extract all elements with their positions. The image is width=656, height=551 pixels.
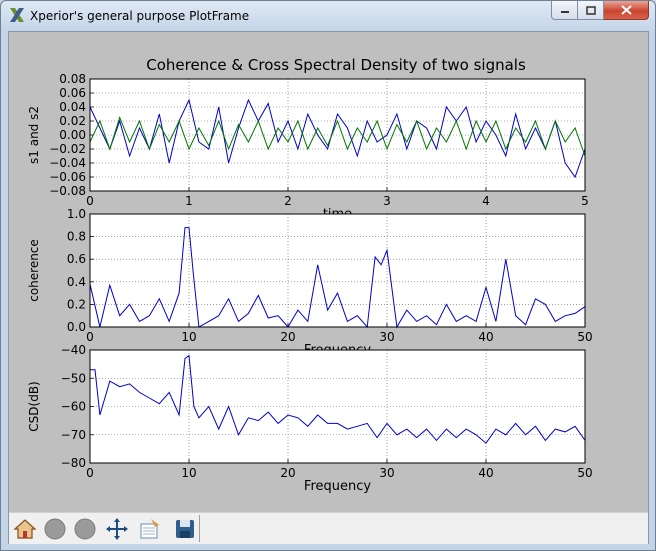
y-tick-label: −80 — [61, 456, 86, 470]
y-tick-label: 0.8 — [67, 230, 86, 244]
close-icon — [620, 5, 632, 15]
series-line-1 — [90, 354, 586, 444]
zoom-icon — [140, 519, 159, 539]
x-tick-label: 40 — [478, 466, 493, 480]
figure-title: Coherence & Cross Spectral Density of tw… — [146, 56, 526, 74]
y-tick-label: −70 — [61, 428, 86, 442]
close-button[interactable] — [604, 1, 649, 20]
title-bar[interactable]: Xperior's general purpose PlotFrame — [1, 1, 655, 31]
series-line-2 — [89, 116, 586, 157]
y-tick-label: 0.6 — [67, 252, 86, 266]
y-tick-label: 0.04 — [59, 100, 86, 114]
x-tick-label: 1 — [185, 194, 193, 208]
series-line-1 — [89, 98, 586, 179]
y-tick-label: 0.4 — [67, 275, 86, 289]
zoom-button[interactable] — [136, 516, 162, 542]
y-tick-label: −0.08 — [49, 184, 86, 198]
x-tick-label: 2 — [284, 194, 292, 208]
axes-frame-1 — [89, 78, 586, 192]
y-tick-label: −40 — [61, 343, 86, 357]
x-tick-label: 30 — [379, 330, 394, 344]
x-tick-label: 4 — [482, 194, 490, 208]
x-axis-label: Frequency — [304, 479, 371, 494]
y-tick-label: −0.06 — [49, 170, 86, 184]
back-icon — [44, 518, 66, 540]
axes-background-3[interactable] — [90, 350, 585, 463]
home-button[interactable] — [12, 516, 38, 542]
maximize-button[interactable] — [578, 1, 604, 20]
forward-icon — [74, 518, 96, 540]
navigation-toolbar — [9, 512, 648, 544]
x-tick-label: 0 — [86, 330, 94, 344]
y-tick-label: 0.06 — [59, 86, 86, 100]
x-logo-icon — [10, 8, 24, 22]
x-tick-label: 20 — [280, 466, 295, 480]
x-tick-label: 3 — [383, 194, 391, 208]
x-tick-label: 30 — [379, 466, 394, 480]
x-tick-label: 20 — [280, 330, 295, 344]
y-tick-label: −0.02 — [49, 142, 86, 156]
save-icon — [176, 520, 194, 538]
y-tick-label: 0.0 — [67, 320, 86, 334]
axes-background-2[interactable] — [90, 214, 585, 327]
minimize-button[interactable] — [551, 1, 578, 20]
x-tick-label: 50 — [577, 330, 592, 344]
y-tick-label: 0.02 — [59, 114, 86, 128]
forward-button[interactable] — [72, 516, 98, 542]
y-tick-label: −50 — [61, 371, 86, 385]
back-button[interactable] — [42, 516, 68, 542]
y-tick-label: 0.00 — [59, 128, 86, 142]
y-tick-label: −60 — [61, 400, 86, 414]
toolbar-separator — [199, 515, 200, 542]
x-tick-label: 10 — [181, 466, 196, 480]
caption-buttons — [551, 1, 649, 21]
series-line-1 — [89, 227, 586, 329]
x-tick-label: 50 — [577, 466, 592, 480]
x-tick-label: 0 — [86, 194, 94, 208]
figure-canvas[interactable]: Coherence & Cross Spectral Density of tw… — [9, 32, 648, 512]
y-axis-label: CSD(dB) — [27, 381, 41, 431]
axes-frame-2 — [89, 213, 586, 328]
y-tick-label: 1.0 — [67, 207, 86, 221]
window-title: Xperior's general purpose PlotFrame — [30, 9, 250, 23]
home-icon — [13, 519, 37, 539]
x-tick-label: 5 — [581, 194, 589, 208]
y-tick-label: 0.2 — [67, 297, 86, 311]
minimize-icon — [560, 11, 569, 13]
pan-button[interactable] — [104, 516, 130, 542]
maximize-icon — [585, 5, 596, 15]
save-button[interactable] — [172, 516, 198, 542]
y-tick-label: −0.04 — [49, 156, 86, 170]
y-axis-label: coherence — [27, 239, 41, 302]
x-tick-label: 10 — [181, 330, 196, 344]
pan-icon — [106, 518, 128, 540]
y-tick-label: 0.08 — [59, 72, 86, 86]
axes-frame-3 — [89, 349, 586, 464]
x-tick-label: 40 — [478, 330, 493, 344]
plot-client-area: Coherence & Cross Spectral Density of tw… — [8, 31, 649, 544]
x-tick-label: 0 — [86, 466, 94, 480]
y-axis-label: s1 and s2 — [27, 106, 41, 164]
